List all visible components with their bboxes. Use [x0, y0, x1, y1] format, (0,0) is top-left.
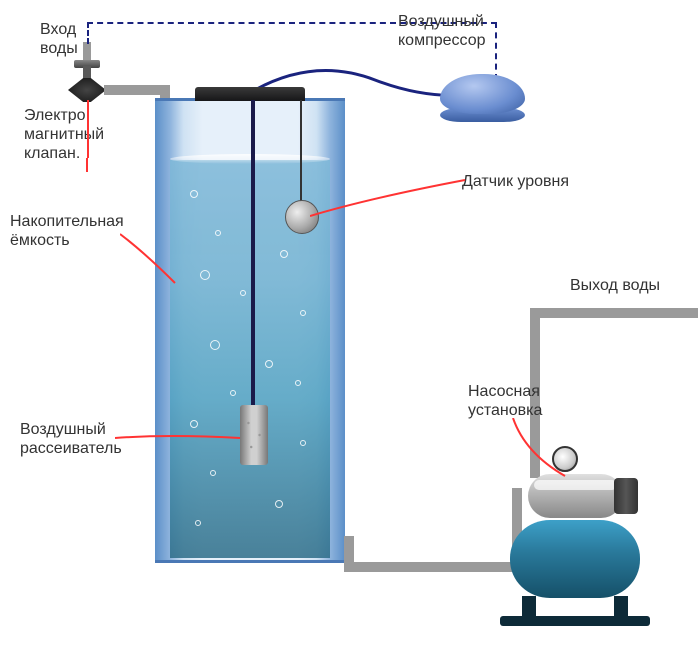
pump-base-plate	[500, 616, 650, 626]
label-storage-tank: Накопительная ёмкость	[10, 212, 124, 250]
tank-lid	[195, 87, 305, 101]
label-water-inlet: Вход воды	[40, 20, 78, 58]
sensor-cable	[300, 100, 302, 202]
pump-pressure-tank	[510, 520, 640, 598]
inlet-pipe-horizontal	[104, 85, 162, 95]
leader-pump	[510, 418, 570, 480]
air-compressor	[440, 74, 525, 122]
valve-stem	[83, 66, 91, 80]
pump-inlet-horizontal	[344, 562, 520, 572]
label-air-diffuser: Воздушный рассеиватель	[20, 420, 122, 458]
leader-valve	[84, 100, 94, 160]
label-air-compressor: Воздушный компрессор	[398, 12, 486, 50]
pump-motor	[528, 474, 623, 518]
diffuser-hose	[251, 100, 255, 406]
leader-storage-tank	[120, 228, 180, 288]
leader-diffuser	[115, 434, 245, 464]
air-line-left-drop	[87, 22, 89, 44]
outlet-pipe-horizontal	[530, 308, 698, 318]
solenoid-valve	[68, 78, 106, 102]
leader-level-sensor	[310, 178, 470, 223]
leader-valve-v	[86, 158, 88, 172]
label-water-outlet: Выход воды	[570, 276, 660, 295]
label-level-sensor: Датчик уровня	[462, 172, 569, 191]
pump-end-cap	[614, 478, 638, 514]
label-pump-station: Насосная установка	[468, 382, 542, 420]
